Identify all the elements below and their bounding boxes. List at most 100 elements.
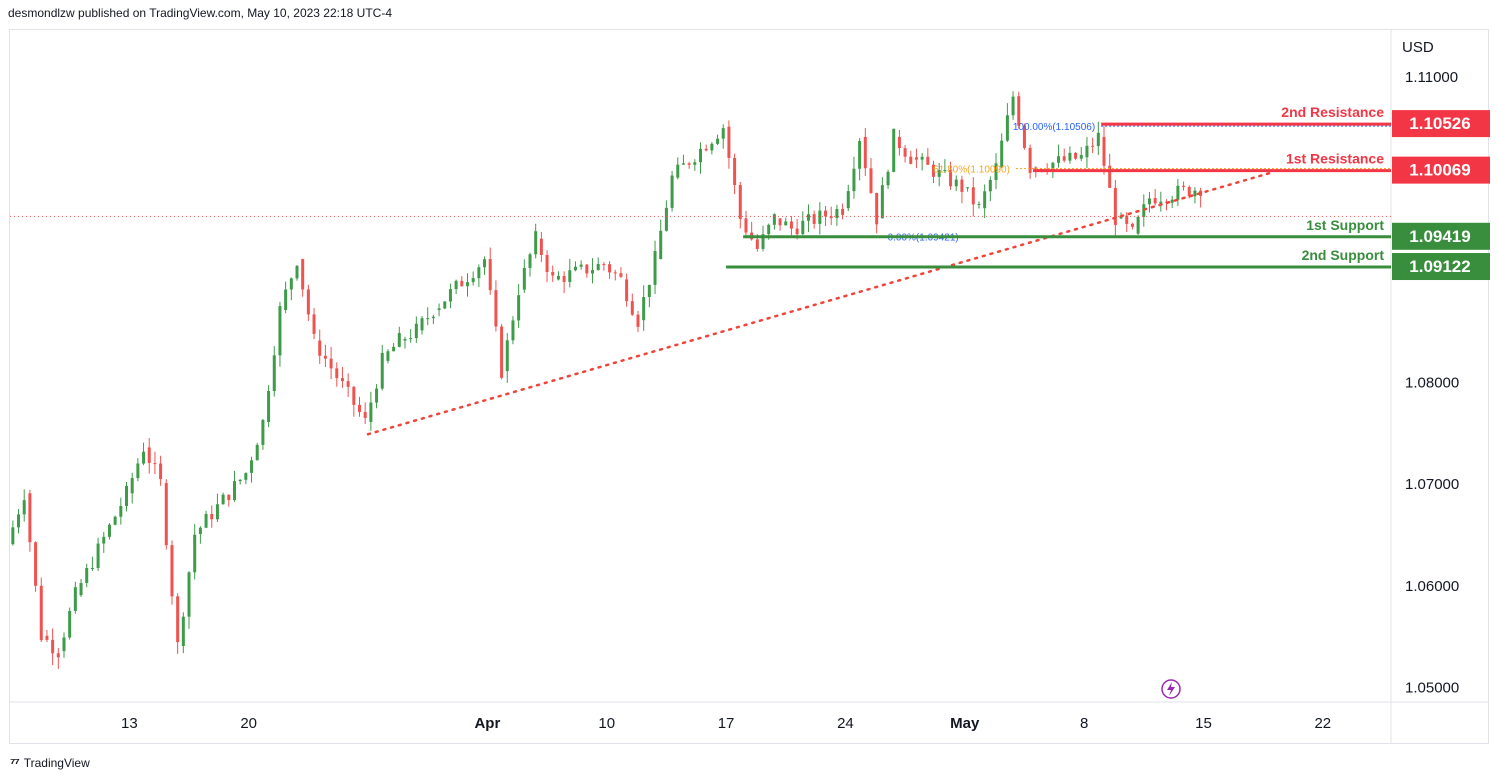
price-badge-value: 1.10069 (1409, 161, 1470, 180)
candle-body (767, 224, 771, 235)
price-badge (1392, 110, 1490, 138)
candle-body (858, 141, 862, 169)
candle-body (716, 138, 720, 144)
candle-body (397, 333, 401, 347)
y-tick-label: 1.07000 (1405, 476, 1459, 493)
x-tick-label: 22 (1314, 715, 1331, 732)
price-axis[interactable]: USD 1.11000 1.08000 1.07000 1.06000 1.05000 (1402, 39, 1459, 697)
fib-label: 61.80%(1.10090) (933, 164, 1010, 175)
x-tick-label: 24 (837, 715, 854, 732)
candle-body (744, 218, 748, 233)
candle-body (443, 301, 447, 309)
y-tick-label: 1.06000 (1405, 578, 1459, 595)
candle-body (346, 381, 350, 387)
candle-body (704, 148, 708, 151)
candle-body (988, 180, 992, 192)
price-badge-value: 1.09419 (1409, 227, 1470, 246)
candle-body (727, 126, 731, 158)
candle-body (869, 168, 873, 193)
candle-body (1130, 223, 1134, 227)
time-axis[interactable]: 13 20 Apr 10 17 24 May 8 15 22 (121, 715, 1331, 732)
y-tick-label: 1.05000 (1405, 680, 1459, 697)
candle-body (272, 355, 276, 392)
candle-body (1000, 140, 1004, 168)
candle-body (17, 514, 21, 528)
candle-body (306, 289, 310, 315)
candle-body (699, 148, 702, 163)
candle-body (619, 273, 623, 277)
candle-body (630, 301, 634, 315)
candle-body (664, 207, 668, 231)
candle-body (227, 494, 231, 501)
candle-body (710, 143, 714, 151)
candle-body (51, 639, 55, 654)
candle-body (824, 210, 828, 217)
candle-body (1079, 155, 1083, 159)
candle-body (886, 171, 890, 186)
candle-body (204, 513, 208, 528)
currency-label: USD (1402, 39, 1434, 56)
candle-body (22, 500, 26, 515)
plot-area[interactable] (10, 30, 1489, 744)
candle-body (755, 239, 759, 249)
candle-body (329, 358, 333, 369)
candle-body (284, 289, 288, 310)
candle-body (170, 545, 174, 597)
candle-body (1062, 156, 1066, 161)
candle-body (221, 494, 225, 505)
candle-body (193, 534, 197, 573)
candle-body (477, 267, 481, 279)
candle-body (653, 251, 657, 285)
candle-body (568, 270, 572, 282)
candle-body (784, 221, 788, 226)
candle-body (585, 264, 589, 274)
candle-body (1028, 147, 1032, 173)
candle-body (681, 163, 685, 165)
candle-body (954, 179, 958, 187)
candle-body (323, 355, 327, 359)
candle-body (494, 290, 498, 327)
candle-body (448, 289, 452, 302)
candle-body (863, 136, 867, 169)
candle-body (659, 230, 663, 260)
tradingview-brand[interactable]: ⁷⁷ TradingView (10, 755, 90, 770)
candle-body (687, 163, 691, 165)
candle-body (1057, 156, 1061, 163)
x-tick-label: 17 (718, 715, 735, 732)
candle-body (591, 270, 595, 274)
candle-body (465, 282, 469, 287)
candle-body (608, 264, 612, 273)
candle-body (1136, 216, 1140, 234)
candle-body (39, 585, 43, 641)
y-tick-label: 1.08000 (1405, 374, 1459, 391)
candle-body (545, 254, 549, 273)
candle-body (1005, 115, 1009, 141)
candle-body (312, 314, 316, 334)
candle-body (107, 524, 111, 537)
candle-body (846, 191, 850, 209)
lightning-icon[interactable] (1161, 679, 1181, 699)
x-tick-label: May (950, 715, 980, 732)
candle-body (721, 128, 725, 139)
candle-body (471, 278, 475, 283)
candle-body (1108, 165, 1112, 188)
candle-body (806, 214, 810, 221)
candle-body (386, 351, 390, 361)
candle-body (1125, 215, 1129, 224)
candle-body (926, 156, 930, 165)
chart-frame[interactable] (9, 29, 1489, 744)
candle-body (949, 170, 953, 187)
candle-body (164, 483, 168, 546)
candle-body (977, 203, 981, 205)
candle-body (909, 156, 913, 164)
candle-body (96, 543, 100, 568)
price-badge-value: 1.09122 (1409, 257, 1470, 276)
x-tick-label: 15 (1195, 715, 1212, 732)
candle-body (971, 187, 975, 205)
candle-body (733, 157, 737, 186)
brand-label: TradingView (23, 755, 90, 770)
level-label: 2nd Resistance (1281, 104, 1384, 120)
candle-body (920, 156, 924, 160)
candle-body (187, 572, 191, 617)
